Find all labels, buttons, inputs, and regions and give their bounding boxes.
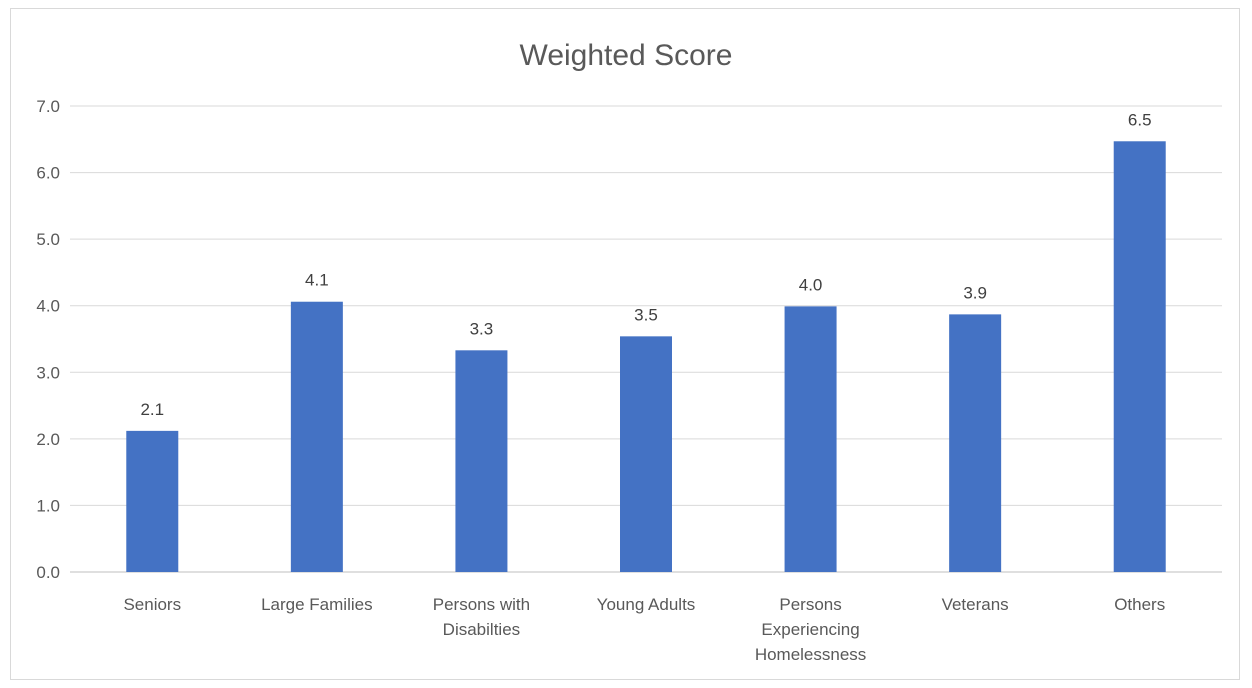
y-tick-label: 6.0 (36, 164, 60, 183)
category-label: Homelessness (755, 645, 867, 664)
x-axis-categories: Seniors Large Families Persons with Disabil… (123, 595, 1165, 664)
bar (620, 336, 672, 572)
data-labels: 2.1 4.1 3.3 3.5 4.0 3.9 6.5 (140, 110, 1151, 419)
category-label: Seniors (123, 595, 181, 614)
data-label: 2.1 (140, 400, 164, 419)
category-label: Persons (779, 595, 841, 614)
data-label: 4.1 (305, 271, 329, 290)
bar (455, 350, 508, 572)
y-tick-label: 4.0 (36, 297, 60, 316)
category-label: Young Adults (597, 595, 696, 614)
bar (290, 301, 343, 572)
y-tick-label: 5.0 (36, 230, 60, 249)
data-label: 4.0 (799, 275, 823, 294)
y-tick-label: 0.0 (36, 563, 60, 582)
data-label: 3.5 (634, 305, 658, 324)
bar (126, 430, 179, 572)
bars (126, 141, 1166, 573)
y-tick-label: 1.0 (36, 496, 60, 515)
y-tick-label: 2.0 (36, 430, 60, 449)
category-label: Experiencing (761, 620, 859, 639)
data-label: 3.3 (470, 319, 494, 338)
bar (1113, 141, 1166, 573)
y-axis-ticks: 0.0 1.0 2.0 3.0 4.0 5.0 6.0 7.0 (36, 97, 60, 582)
y-tick-label: 3.0 (36, 363, 60, 382)
category-label: Others (1114, 595, 1165, 614)
data-label: 3.9 (963, 283, 987, 302)
bar (949, 314, 1002, 572)
category-label: Disabilties (443, 620, 520, 639)
category-label: Persons with (433, 595, 530, 614)
category-label: Large Families (261, 595, 373, 614)
y-tick-label: 7.0 (36, 97, 60, 116)
category-label: Veterans (942, 595, 1009, 614)
chart-title: Weighted Score (520, 39, 733, 72)
bar (784, 306, 837, 572)
data-label: 6.5 (1128, 110, 1152, 129)
